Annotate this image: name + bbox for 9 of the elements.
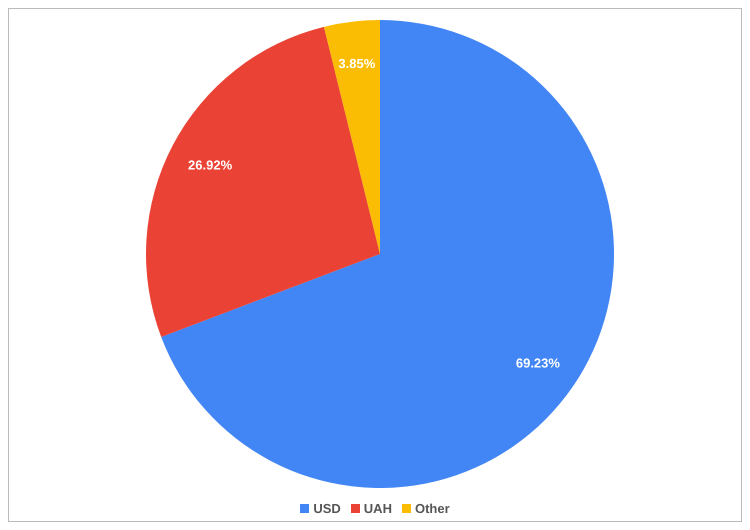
pie-slice <box>146 26 380 337</box>
pie-slice <box>161 20 614 488</box>
data-label: 3.85% <box>338 56 376 72</box>
legend-label: Other <box>414 501 450 516</box>
pie-slice <box>324 20 380 254</box>
data-label: 69.23% <box>516 355 560 370</box>
legend-label: UAH <box>362 501 392 516</box>
data-label: 26.92% <box>188 157 233 172</box>
legend-label: USD <box>312 501 341 516</box>
